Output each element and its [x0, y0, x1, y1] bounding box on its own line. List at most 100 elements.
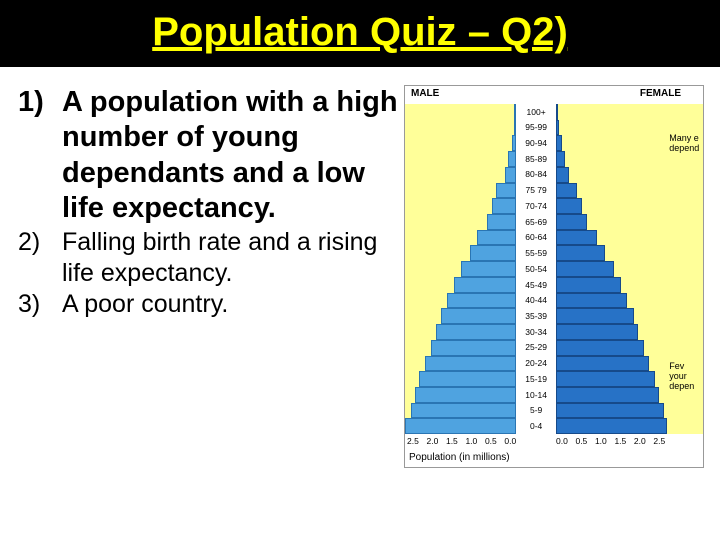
male-bars — [405, 104, 516, 434]
question-list: 1) A population with a high number of yo… — [18, 85, 398, 468]
question-2: 2) Falling birth rate and a rising life … — [18, 227, 398, 290]
age-band-label: 75 79 — [516, 183, 556, 199]
question-text: A poor country. — [62, 289, 398, 320]
female-bar — [556, 308, 634, 324]
female-bar — [556, 151, 565, 167]
male-bar — [441, 308, 517, 324]
female-bars — [556, 104, 667, 434]
x-tick: 0.5 — [575, 436, 587, 446]
female-bar — [556, 245, 605, 261]
female-bar — [556, 293, 627, 309]
age-band-label: 60-64 — [516, 230, 556, 246]
question-text: A population with a high number of young… — [62, 85, 398, 227]
male-bar — [505, 167, 516, 183]
male-bar — [436, 324, 516, 340]
male-bar — [425, 356, 516, 372]
male-bar — [461, 261, 517, 277]
male-bar — [508, 151, 516, 167]
male-bar — [405, 418, 516, 434]
question-3: 3) A poor country. — [18, 289, 398, 320]
population-pyramid-chart: MALE FEMALE 100+95-9990-9485-8980-8475 7… — [404, 85, 704, 468]
male-bar — [411, 403, 517, 419]
male-bar — [496, 183, 516, 199]
age-band-label: 65-69 — [516, 214, 556, 230]
x-ticks-left: 2.5 2.0 1.5 1.0 0.5 0.0 — [405, 436, 516, 446]
annotation-top: Many e depend — [669, 134, 703, 154]
age-band-label: 0-4 — [516, 418, 556, 434]
x-tick: 1.5 — [446, 436, 458, 446]
age-band-label: 50-54 — [516, 261, 556, 277]
male-bar — [492, 198, 516, 214]
female-bar — [556, 356, 649, 372]
age-band-label: 80-84 — [516, 167, 556, 183]
age-band-label: 15-19 — [516, 371, 556, 387]
chart-body: 100+95-9990-9485-8980-8475 7970-7465-696… — [405, 104, 703, 434]
annotation-bottom: Fev your depen — [669, 362, 703, 392]
male-bar — [415, 387, 516, 403]
age-band-label: 10-14 — [516, 387, 556, 403]
x-tick: 2.0 — [426, 436, 438, 446]
age-band-label: 30-34 — [516, 324, 556, 340]
age-band-label: 90-94 — [516, 135, 556, 151]
x-axis-label: Population (in millions) — [405, 450, 703, 467]
female-bar — [556, 167, 569, 183]
female-bar — [556, 120, 559, 136]
x-axis: 2.5 2.0 1.5 1.0 0.5 0.0 0.0 0.5 1.0 1.5 2.0 2.5 — [405, 434, 703, 450]
age-band-label: 25-29 — [516, 340, 556, 356]
female-bar — [556, 198, 582, 214]
age-band-label: 20-24 — [516, 356, 556, 372]
female-bar — [556, 371, 655, 387]
male-bar — [419, 371, 516, 387]
female-bar — [556, 387, 659, 403]
question-number: 2) — [18, 227, 62, 258]
female-bar — [556, 183, 577, 199]
female-label: FEMALE — [640, 88, 681, 99]
question-text: Falling birth rate and a rising life exp… — [62, 227, 398, 290]
page-title: Population Quiz – Q2) — [152, 10, 568, 54]
age-band-label: 95-99 — [516, 120, 556, 136]
age-band-label: 55-59 — [516, 245, 556, 261]
x-tick: 2.5 — [407, 436, 419, 446]
age-band-label: 85-89 — [516, 151, 556, 167]
male-bar — [470, 245, 517, 261]
male-bar — [487, 214, 516, 230]
x-tick: 1.0 — [465, 436, 477, 446]
female-bar — [556, 104, 558, 120]
male-bar — [431, 340, 517, 356]
x-tick: 0.0 — [504, 436, 516, 446]
question-number: 3) — [18, 289, 62, 320]
female-bar — [556, 418, 667, 434]
chart-side-annotations: Many e depend Fev your depen — [667, 104, 703, 434]
female-bar — [556, 214, 587, 230]
age-band-label: 100+ — [516, 104, 556, 120]
x-tick: 1.5 — [614, 436, 626, 446]
male-bar — [477, 230, 516, 246]
age-band-label: 35-39 — [516, 308, 556, 324]
x-ticks-right: 0.0 0.5 1.0 1.5 2.0 2.5 — [556, 436, 667, 446]
female-bar — [556, 340, 644, 356]
age-band-label: 5-9 — [516, 403, 556, 419]
chart-header: MALE FEMALE — [405, 86, 703, 104]
x-tick: 2.5 — [653, 436, 665, 446]
x-tick: 0.0 — [556, 436, 568, 446]
female-bar — [556, 261, 614, 277]
x-tick: 2.0 — [634, 436, 646, 446]
question-1: 1) A population with a high number of yo… — [18, 85, 398, 227]
age-axis: 100+95-9990-9485-8980-8475 7970-7465-696… — [516, 104, 556, 434]
female-bar — [556, 230, 597, 246]
female-bar — [556, 135, 562, 151]
x-tick: 0.5 — [485, 436, 497, 446]
female-bar — [556, 277, 621, 293]
question-number: 1) — [18, 85, 62, 120]
male-bar — [454, 277, 516, 293]
female-bar — [556, 403, 664, 419]
title-bar: Population Quiz – Q2) — [0, 0, 720, 67]
male-bar — [447, 293, 516, 309]
age-band-label: 40-44 — [516, 293, 556, 309]
age-band-label: 70-74 — [516, 198, 556, 214]
content-area: 1) A population with a high number of yo… — [0, 67, 720, 468]
x-tick: 1.0 — [595, 436, 607, 446]
male-label: MALE — [411, 88, 439, 99]
female-bar — [556, 324, 638, 340]
age-band-label: 45-49 — [516, 277, 556, 293]
